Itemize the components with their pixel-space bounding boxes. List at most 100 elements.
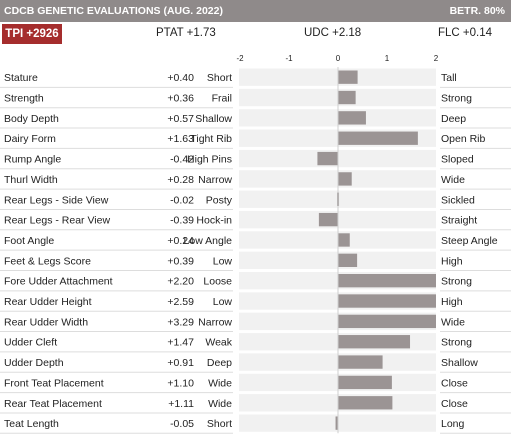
trait-bar	[338, 355, 383, 369]
trait-high-label: Close	[441, 398, 468, 410]
trait-name: Dairy Form	[4, 133, 56, 145]
trait-name: Rear Legs - Side View	[4, 194, 109, 206]
trait-low-label: Low Angle	[184, 235, 233, 247]
trait-low-label: Short	[207, 72, 232, 84]
trait-bar	[338, 314, 436, 329]
trait-bar	[338, 375, 392, 390]
trait-low-label: Weak	[205, 337, 232, 349]
trait-value: -0.42	[170, 154, 194, 166]
axis-tick-label: 0	[336, 54, 341, 63]
trait-high-label: Sloped	[441, 154, 474, 166]
trait-bar	[318, 212, 338, 227]
trait-bar	[338, 111, 366, 125]
tpi-badge: TPI +2926	[2, 24, 62, 44]
trait-low-label: Frail	[212, 93, 232, 105]
trait-bar	[338, 335, 411, 349]
axis-tick-label: -2	[236, 54, 244, 63]
trait-low-label: Tight Rib	[190, 133, 232, 145]
trait-value: +1.63	[167, 133, 194, 145]
trait-value: +0.28	[167, 174, 194, 186]
trait-low-label: Shallow	[195, 113, 232, 125]
trait-high-label: Tall	[441, 72, 457, 84]
trait-value: -0.39	[170, 215, 194, 227]
trait-high-label: Straight	[441, 215, 477, 227]
trait-bar	[317, 151, 338, 166]
trait-name: Rear Legs - Rear View	[4, 215, 110, 227]
trait-value: +0.24	[167, 235, 194, 247]
trait-low-label: Narrow	[198, 174, 232, 186]
trait-high-label: High	[441, 255, 463, 267]
trait-high-label: Sickled	[441, 194, 475, 206]
trait-name: Strength	[4, 93, 44, 105]
axis-tick-label: -1	[285, 54, 293, 63]
trait-high-label: Long	[441, 418, 465, 430]
trait-value: -0.05	[170, 418, 194, 430]
trait-high-label: Wide	[441, 316, 465, 328]
trait-high-label: Strong	[441, 337, 472, 349]
trait-high-label: Wide	[441, 174, 465, 186]
trait-name: Feet & Legs Score	[4, 255, 91, 267]
trait-bar	[338, 172, 352, 186]
trait-value: +0.39	[167, 255, 194, 267]
trait-low-label: Low	[213, 296, 233, 308]
trait-bar	[338, 70, 358, 84]
trait-value: +1.47	[167, 337, 194, 349]
trait-bar	[338, 253, 358, 267]
trait-name: Fore Udder Attachment	[4, 276, 113, 288]
trait-bar	[338, 294, 436, 308]
trait-name: Foot Angle	[4, 235, 54, 247]
trait-value: +0.40	[167, 72, 194, 84]
trait-name: Body Depth	[4, 113, 59, 125]
axis-tick-label: 2	[434, 54, 439, 63]
trait-name: Udder Depth	[4, 357, 64, 369]
summary-row: TPI +2926 PTAT +1.73 UDC +2.18 FLC +0.14	[0, 24, 511, 46]
trait-value: +3.29	[167, 316, 194, 328]
trait-name: Teat Length	[4, 418, 59, 430]
trait-value: +0.57	[167, 113, 194, 125]
trait-low-label: Short	[207, 418, 232, 430]
header-bar: CDCB GENETIC EVALUATIONS (AUG. 2022) BET…	[0, 0, 511, 22]
trait-high-label: Deep	[441, 113, 466, 125]
trait-low-label: Deep	[207, 357, 232, 369]
trait-name: Rump Angle	[4, 154, 61, 166]
trait-low-label: Low	[213, 255, 233, 267]
trait-low-label: Loose	[203, 276, 232, 288]
trait-bar	[335, 416, 338, 430]
trait-value: +2.59	[167, 296, 194, 308]
reliability-label: BETR. 80%	[449, 5, 505, 17]
trait-value: +0.91	[167, 357, 194, 369]
trait-bar	[338, 131, 418, 145]
trait-high-label: Strong	[441, 276, 472, 288]
trait-name: Rear Udder Height	[4, 296, 92, 308]
trait-high-label: Close	[441, 377, 468, 389]
trait-low-label: Wide	[208, 377, 232, 389]
trait-low-label: Hock-in	[196, 215, 232, 227]
trait-name: Rear Udder Width	[4, 316, 88, 328]
trait-name: Front Teat Placement	[4, 377, 104, 389]
trait-value: +2.20	[167, 276, 194, 288]
trait-value: -0.02	[170, 194, 194, 206]
trait-value: +1.10	[167, 377, 194, 389]
trait-low-label: Wide	[208, 398, 232, 410]
trait-high-label: Steep Angle	[441, 235, 498, 247]
trait-high-label: High	[441, 296, 463, 308]
trait-bar	[338, 233, 350, 247]
trait-name: Stature	[4, 72, 38, 84]
trait-high-label: Strong	[441, 93, 472, 105]
trait-bar	[338, 396, 393, 410]
trait-low-label: High Pins	[187, 154, 232, 166]
ptat-value: PTAT +1.73	[156, 27, 216, 39]
trait-value: +0.36	[167, 93, 194, 105]
trait-bar	[338, 90, 356, 105]
trait-low-label: Posty	[206, 194, 233, 206]
udc-value: UDC +2.18	[304, 27, 362, 39]
trait-high-label: Shallow	[441, 357, 478, 369]
trait-name: Rear Teat Placement	[4, 398, 102, 410]
trait-bar	[338, 274, 436, 288]
trait-name: Thurl Width	[4, 174, 58, 186]
header-title: CDCB GENETIC EVALUATIONS (AUG. 2022)	[4, 5, 223, 17]
flc-value: FLC +0.14	[438, 27, 493, 39]
trait-low-label: Narrow	[198, 316, 232, 328]
